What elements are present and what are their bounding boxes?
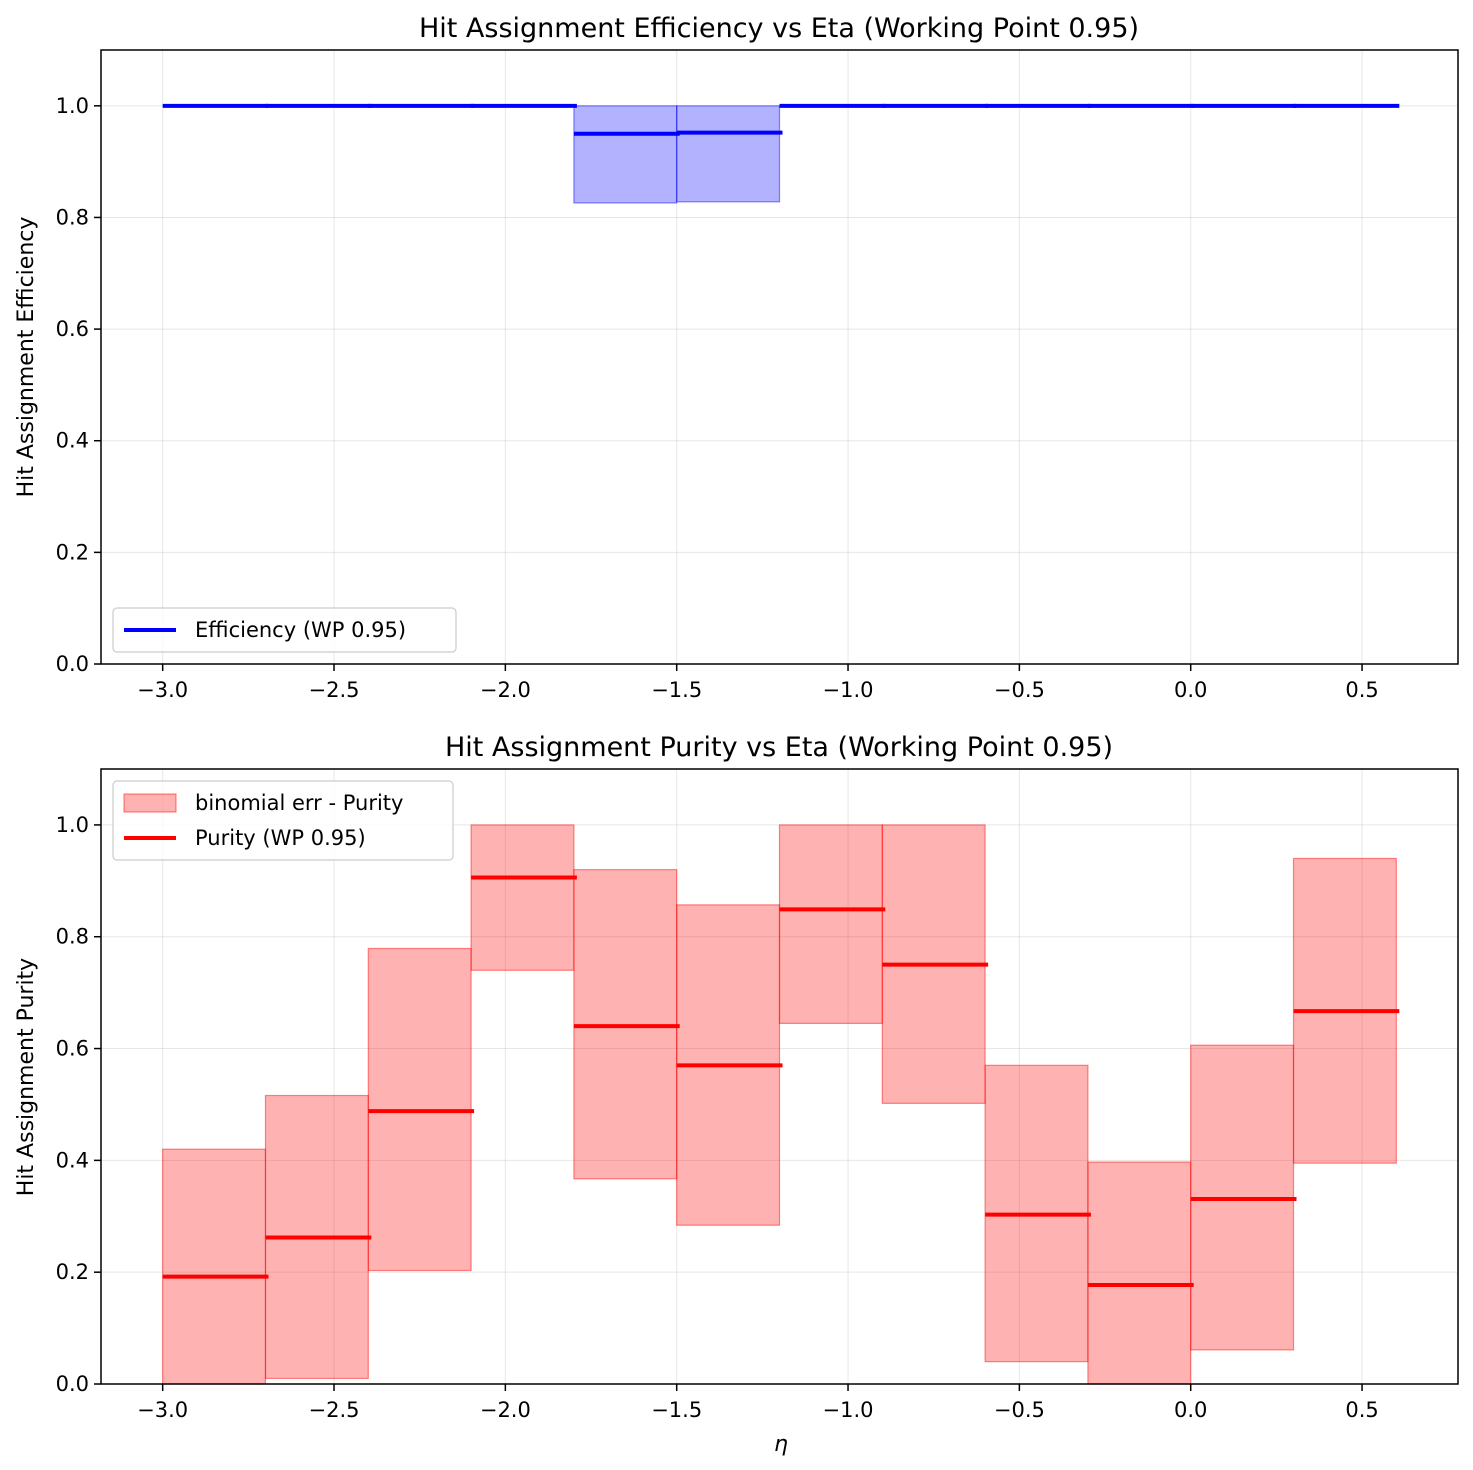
efficiency-x-tick-label: 0.0 [1174, 678, 1207, 702]
efficiency-step-lines [162, 103, 1400, 136]
efficiency-y-axis-label: Hit Assignment Efficiency [14, 217, 39, 498]
purity-x-tick-label: −1.0 [823, 1398, 874, 1422]
purity-step-lines [162, 875, 1400, 1288]
purity-legend-label: Purity (WP 0.95) [195, 826, 366, 850]
efficiency-grid [101, 50, 1458, 665]
purity-y-tick-label: 0.0 [56, 1372, 89, 1396]
efficiency-y-ticks: 0.0 0.2 0.4 0.6 0.8 1.0 [56, 94, 101, 676]
efficiency-x-ticks: −3.0 −2.5 −2.0 −1.5 −1.0 −0.5 0.0 0.5 [137, 664, 1379, 702]
efficiency-legend-box [112, 607, 457, 653]
efficiency-x-tick-label: −1.0 [823, 678, 874, 702]
purity-x-ticks: −3.0 −2.5 −2.0 −1.5 −1.0 −0.5 0.0 0.5 [137, 1384, 1379, 1422]
efficiency-x-tick-label: −0.5 [994, 678, 1045, 702]
purity-legend: binomial err - Purity Purity (WP 0.95) [112, 780, 454, 861]
purity-y-tick-label: 0.8 [56, 925, 89, 949]
purity-legend-patch [123, 793, 177, 813]
purity-x-tick-label: 0.5 [1345, 1398, 1378, 1422]
purity-y-tick-label: 0.4 [56, 1148, 89, 1172]
efficiency-error-bands [573, 105, 781, 204]
efficiency-y-tick-label: 0.0 [56, 652, 89, 676]
purity-error-band [162, 1148, 267, 1385]
efficiency-y-tick-label: 0.6 [56, 317, 89, 341]
purity-y-tick-label: 0.6 [56, 1037, 89, 1061]
efficiency-axes-frame [100, 49, 1459, 665]
purity-x-tick-label: −2.0 [480, 1398, 531, 1422]
purity-panel: Hit Assignment Purity vs Eta (Working Po… [14, 732, 1459, 1457]
purity-x-tick-label: −3.0 [137, 1398, 188, 1422]
purity-error-band [778, 824, 883, 1024]
purity-x-tick-label: 0.0 [1174, 1398, 1207, 1422]
purity-axes-frame [100, 768, 1459, 1385]
efficiency-y-tick-label: 1.0 [56, 94, 89, 118]
efficiency-y-tick-label: 0.4 [56, 429, 89, 453]
purity-legend-label: binomial err - Purity [195, 791, 403, 815]
purity-title: Hit Assignment Purity vs Eta (Working Po… [445, 732, 1113, 763]
purity-error-band [470, 824, 575, 971]
purity-y-ticks: 0.0 0.2 0.4 0.6 0.8 1.0 [56, 813, 101, 1396]
efficiency-title: Hit Assignment Efficiency vs Eta (Workin… [419, 13, 1139, 44]
efficiency-error-band [676, 105, 781, 203]
purity-y-axis-label: Hit Assignment Purity [14, 958, 39, 1196]
efficiency-x-tick-label: −2.5 [309, 678, 360, 702]
purity-x-tick-label: −0.5 [994, 1398, 1045, 1422]
purity-error-band [1087, 1161, 1192, 1385]
efficiency-legend-label: Efficiency (WP 0.95) [195, 618, 406, 642]
efficiency-y-tick-label: 0.8 [56, 205, 89, 229]
purity-y-tick-label: 0.2 [56, 1260, 89, 1284]
efficiency-x-tick-label: −3.0 [137, 678, 188, 702]
purity-x-axis-label: η [774, 1432, 788, 1457]
efficiency-y-tick-label: 0.2 [56, 540, 89, 564]
purity-x-tick-label: −2.5 [309, 1398, 360, 1422]
efficiency-x-tick-label: −1.5 [651, 678, 702, 702]
efficiency-panel: Hit Assignment Efficiency vs Eta (Workin… [14, 13, 1459, 702]
efficiency-legend: Efficiency (WP 0.95) [112, 607, 457, 653]
purity-y-tick-label: 1.0 [56, 813, 89, 837]
purity-x-tick-label: −1.5 [651, 1398, 702, 1422]
efficiency-x-tick-label: −2.0 [480, 678, 531, 702]
efficiency-x-tick-label: 0.5 [1345, 678, 1378, 702]
efficiency-error-band [573, 105, 678, 204]
purity-legend-box [112, 780, 454, 861]
